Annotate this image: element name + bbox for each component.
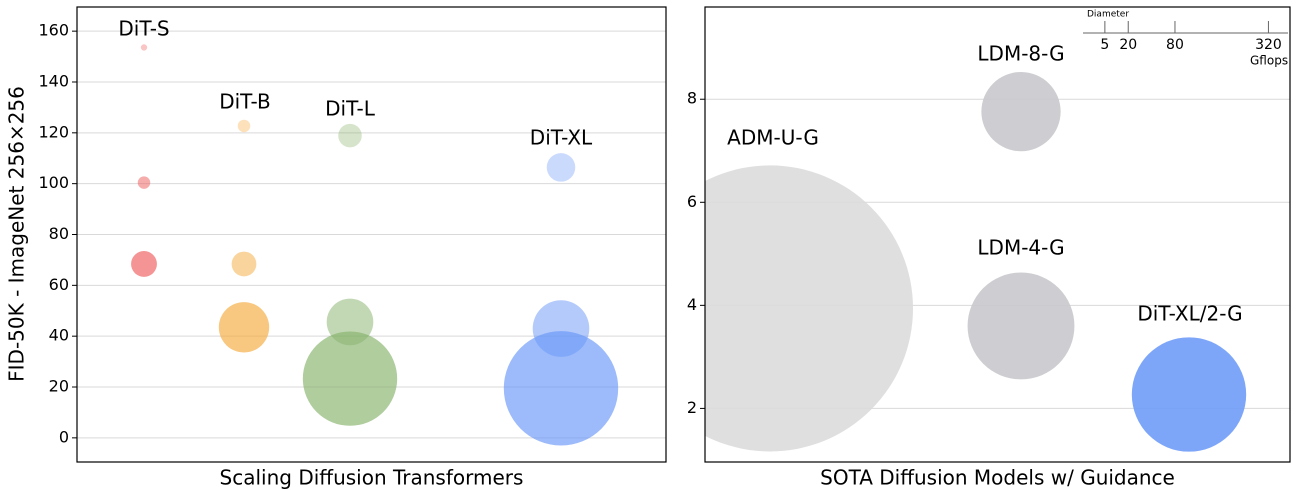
plot-frame <box>76 6 667 463</box>
y-tick-label: 100 <box>38 173 69 192</box>
bubble <box>503 331 619 446</box>
y-tick-label: 60 <box>49 275 69 294</box>
y-tick-label: 4 <box>687 295 697 314</box>
bubble <box>140 44 148 51</box>
bubble <box>218 302 270 353</box>
bubble <box>1131 337 1247 452</box>
series-label: DiT-XL/2-G <box>1137 302 1242 326</box>
y-tick-label: 6 <box>687 192 697 211</box>
y-tick-label: 8 <box>687 89 697 108</box>
y-tick-label: 2 <box>687 398 697 417</box>
size-legend-label: 320 <box>1255 37 1282 53</box>
bubble <box>237 119 251 133</box>
series-label: LDM-4-G <box>977 236 1064 260</box>
bubble <box>705 165 913 452</box>
y-tick-label: 80 <box>49 224 69 243</box>
size-legend-label: 5 <box>1100 37 1109 53</box>
size-legend-label: 80 <box>1166 37 1184 53</box>
bubble <box>981 71 1061 152</box>
y-tick-label: 40 <box>49 326 69 345</box>
size-legend-label: 20 <box>1119 37 1137 53</box>
bubble <box>546 153 576 182</box>
series-label: DiT-B <box>219 90 271 114</box>
bubble <box>131 251 157 277</box>
y-tick-label: 140 <box>38 71 69 90</box>
bubbles <box>131 44 619 446</box>
y-tick-label: 0 <box>59 427 69 446</box>
series-label: DiT-XL <box>530 126 593 150</box>
y-tick-label: 20 <box>49 377 69 396</box>
x-axis-label: SOTA Diffusion Models w/ Guidance <box>820 466 1175 490</box>
series-label: DiT-L <box>325 97 376 121</box>
y-tick-label: 160 <box>38 21 69 40</box>
bubble <box>231 251 257 277</box>
size-legend-title: Diameter <box>1087 10 1129 20</box>
size-legend-unit: Gflops <box>1250 54 1288 68</box>
bubble <box>967 272 1075 380</box>
series-label: LDM-8-G <box>977 42 1064 66</box>
bubble <box>302 331 398 426</box>
bubbles <box>705 71 1247 452</box>
y-axis-label: FID-50K - ImageNet 256×256 <box>5 86 29 382</box>
y-tick-label: 120 <box>38 122 69 141</box>
series-label: ADM-U-G <box>727 126 819 150</box>
bubble <box>338 123 362 148</box>
series-label: DiT-S <box>118 17 169 41</box>
x-axis-label: Scaling Diffusion Transformers <box>220 466 524 490</box>
plot-frame <box>704 6 1291 463</box>
bubble <box>137 176 151 189</box>
